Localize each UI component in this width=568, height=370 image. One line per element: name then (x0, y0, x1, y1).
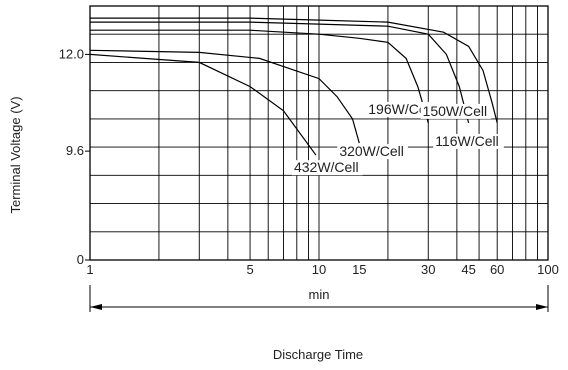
x-axis-label: Discharge Time (273, 347, 363, 362)
x-tick-label-4: 30 (421, 262, 435, 277)
series-label-bg-1 (337, 144, 408, 160)
series-line-3 (90, 21, 470, 124)
x-unit-label: min (309, 287, 330, 302)
y-tick-label-2: 12.0 (59, 46, 84, 61)
x-tick-label-2: 10 (312, 262, 326, 277)
y-ticks: 0 9.6 12.0 (59, 46, 90, 267)
x-ticks: 1 5 10 15 30 45 60 100 (86, 262, 558, 277)
series-label-bg-3 (420, 103, 492, 119)
x-tick-label-6: 60 (490, 262, 504, 277)
y-tick-label-1: 9.6 (66, 143, 84, 158)
unit-arrow-left (90, 304, 102, 310)
series-line-2 (90, 29, 429, 124)
x-tick-label-5: 45 (461, 262, 475, 277)
series-line-1 (89, 49, 360, 144)
plot-frame (89, 5, 549, 261)
series-label-3: 150W/Cell (423, 103, 488, 119)
series-label-bg-4 (433, 133, 504, 149)
series-line-0 (89, 53, 317, 156)
series-line-4 (90, 17, 498, 124)
x-tick-label-7: 100 (537, 262, 559, 277)
y-tick-label-0: 0 (77, 252, 84, 267)
series-label-4: 116W/Cell (435, 133, 499, 149)
series-label-0: 432W/Cell (294, 159, 359, 175)
unit-arrow-right (536, 304, 548, 310)
series-label-bg-0 (291, 160, 363, 176)
x-tick-label-3: 15 (352, 262, 366, 277)
x-tick-label-1: 5 (246, 262, 253, 277)
y-axis-label: Terminal Voltage (V) (8, 96, 23, 213)
series-label-1: 320W/Cell (339, 143, 404, 159)
series-label-2: 196W/Cell (368, 101, 433, 117)
series-label-bg-2 (366, 101, 437, 117)
x-tick-label-0: 1 (86, 262, 93, 277)
